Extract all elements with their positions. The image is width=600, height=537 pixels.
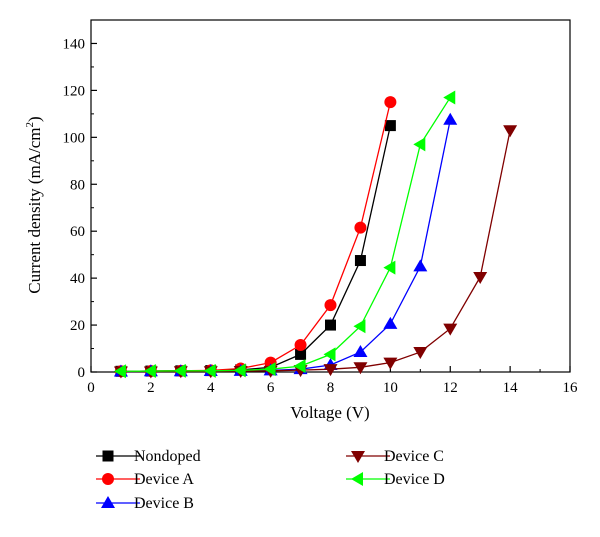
legend-item-nondoped: Nondoped [96, 448, 201, 465]
data-point-device-d [263, 362, 276, 377]
y-tick-label: 40 [70, 271, 85, 287]
x-tick-label: 14 [503, 380, 519, 396]
data-point-device-c [323, 364, 338, 377]
data-point-device-d [233, 363, 246, 378]
data-point-device-d [113, 364, 126, 379]
data-point-device-d [413, 137, 426, 152]
y-tick-label: 120 [63, 83, 86, 99]
data-point-device-d [443, 90, 456, 105]
data-point-device-b [413, 259, 428, 272]
legend-marker [351, 451, 365, 463]
legend-label: Device B [134, 495, 194, 512]
y-axis-label: Current density (mA/cm2) [24, 116, 44, 293]
plot-frame [90, 19, 571, 373]
data-point-device-c [353, 362, 368, 375]
y-tick-label: 0 [78, 365, 86, 381]
legend-marker [351, 472, 363, 486]
data-point-device-a [384, 96, 397, 109]
legend-label: Device A [134, 471, 194, 488]
data-point-device-a [324, 299, 337, 312]
data-point-device-b [383, 316, 398, 329]
data-point-device-d [143, 364, 156, 379]
data-point-nondoped [325, 319, 336, 331]
legend-label: Nondoped [134, 448, 201, 465]
legend-item-device-d: Device D [346, 471, 445, 488]
legend-marker [102, 473, 114, 485]
y-tick-label: 60 [70, 224, 85, 240]
data-point-device-d [383, 260, 396, 275]
y-axis-label-main: Current density (mA/cm [25, 127, 44, 293]
series-device-b [113, 112, 458, 377]
series-device-a [114, 96, 397, 378]
x-tick-label: 6 [267, 380, 275, 396]
legend-label: Device D [384, 471, 445, 488]
data-point-device-d [323, 347, 336, 362]
data-point-device-d [353, 319, 366, 334]
data-point-device-c [503, 125, 518, 138]
data-point-device-c [413, 347, 428, 360]
data-point-nondoped [384, 120, 396, 132]
y-tick-label: 100 [63, 130, 86, 146]
y-tick-label: 20 [70, 318, 85, 334]
legend-label: Device C [384, 448, 444, 465]
data-point-device-a [294, 339, 307, 352]
series-line-device-c [120, 130, 511, 373]
y-axis: 0 20 40 60 80 100 120 140 [63, 19, 97, 381]
data-point-device-c [443, 323, 458, 336]
series-line-nondoped [120, 125, 392, 372]
x-tick-label: 0 [87, 380, 95, 396]
data-point-device-b [353, 345, 368, 358]
series-line-device-b [120, 119, 451, 373]
legend: Nondoped Device A Device B Device C Device D [96, 448, 445, 512]
series-device-d [113, 90, 456, 379]
data-point-device-c [383, 357, 398, 370]
x-tick-label: 8 [327, 380, 335, 396]
y-tick-label: 80 [70, 177, 85, 193]
x-tick-label: 10 [383, 380, 398, 396]
x-tick-label: 4 [207, 380, 215, 396]
data-point-device-d [203, 363, 216, 378]
series-layer [113, 90, 518, 379]
data-point-device-d [173, 363, 186, 378]
plot-border [90, 19, 571, 373]
data-point-device-b [443, 112, 458, 125]
y-axis-label-tail: ) [25, 116, 44, 122]
legend-marker [102, 450, 114, 462]
series-line-device-a [120, 101, 392, 372]
x-axis-label: Voltage (V) [290, 403, 369, 422]
y-tick-label: 140 [63, 36, 86, 52]
data-point-device-c [473, 271, 488, 284]
data-point-device-a [354, 221, 367, 234]
series-line-device-d [120, 97, 451, 372]
y-axis-label-sup: 2 [24, 122, 36, 128]
legend-item-device-b: Device B [96, 495, 194, 512]
legend-item-device-c: Device C [346, 448, 444, 465]
legend-item-device-a: Device A [96, 471, 194, 488]
x-tick-label: 2 [147, 380, 155, 396]
series-nondoped [115, 120, 396, 377]
data-point-device-d [293, 359, 306, 374]
legend-marker [101, 496, 115, 508]
data-point-nondoped [295, 348, 307, 360]
data-point-nondoped [354, 255, 366, 267]
x-tick-label: 16 [563, 380, 579, 396]
x-tick-label: 12 [443, 380, 458, 396]
